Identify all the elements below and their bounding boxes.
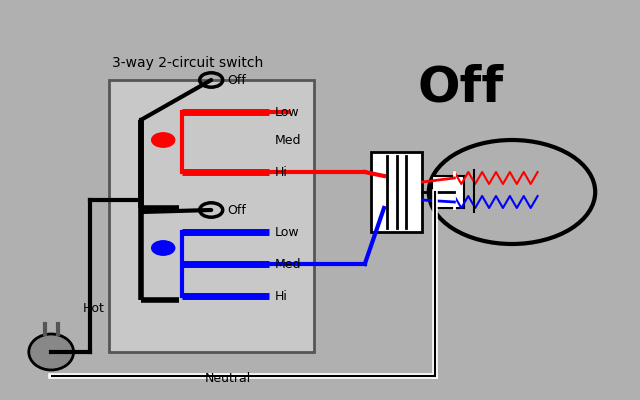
Text: Off: Off xyxy=(227,74,246,86)
Text: Hot: Hot xyxy=(83,302,105,314)
Text: 3-way 2-circuit switch: 3-way 2-circuit switch xyxy=(112,56,263,70)
Text: Med: Med xyxy=(275,134,301,146)
Text: Hi: Hi xyxy=(275,166,288,178)
Ellipse shape xyxy=(29,334,74,370)
Circle shape xyxy=(152,241,175,255)
Text: Off: Off xyxy=(418,64,504,112)
Text: Low: Low xyxy=(275,106,300,118)
Bar xyxy=(432,176,464,208)
Text: Med: Med xyxy=(275,258,301,270)
Circle shape xyxy=(152,133,175,147)
Text: Off: Off xyxy=(227,204,246,216)
Bar xyxy=(371,152,422,232)
Text: Hi: Hi xyxy=(275,290,288,302)
Text: Low: Low xyxy=(275,226,300,238)
Bar xyxy=(109,80,314,352)
Text: Neutral: Neutral xyxy=(205,372,251,384)
